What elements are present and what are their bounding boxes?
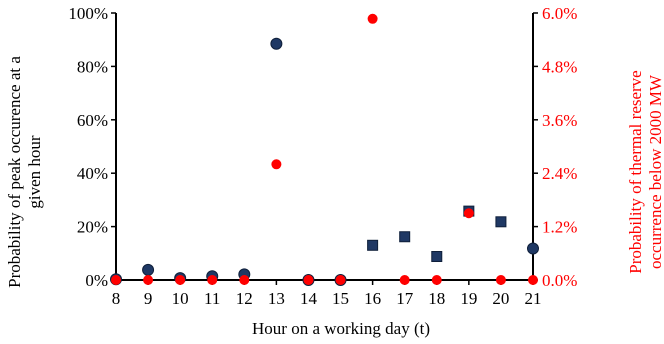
thermal-reserve-point: [239, 275, 250, 285]
x-tick-label: 20: [492, 289, 509, 308]
left-tick-label: 20%: [77, 218, 108, 237]
right-axis-title: Probability of thermal reserve occurrenc…: [626, 70, 664, 273]
peak-probability-point: [142, 263, 155, 276]
right-tick-label: 3.6%: [542, 111, 577, 130]
thermal-reserve-point: [143, 275, 154, 285]
peak-probability-point: [399, 231, 411, 243]
x-tick-label: 9: [144, 289, 153, 308]
right-tick-label: 4.8%: [542, 57, 577, 76]
thermal-reserve-point: [399, 275, 410, 285]
right-axis-title-line2: occurrence below 2000 MW: [646, 74, 664, 269]
x-tick-label: 13: [268, 289, 285, 308]
x-tick-label: 16: [364, 289, 381, 308]
thermal-reserve-point: [528, 275, 538, 285]
right-axis-title-line1: Probability of thermal reserve: [626, 70, 645, 273]
left-axis-title-line1: Probability of peak occurence at a: [5, 56, 24, 288]
left-tick-label: 80%: [77, 57, 108, 76]
peak-probability-point: [495, 216, 507, 228]
x-tick-label: 17: [396, 289, 414, 308]
x-tick-label: 10: [172, 289, 189, 308]
thermal-reserve-point: [207, 275, 218, 285]
thermal-reserve-point: [335, 275, 346, 285]
thermal-reserve-point: [175, 275, 186, 285]
right-tick-label: 6.0%: [542, 4, 577, 23]
left-axis-title-line2: given hour: [25, 135, 44, 209]
peak-probability-point: [270, 37, 283, 50]
left-tick-label: 40%: [77, 164, 108, 183]
thermal-reserve-point: [431, 275, 442, 285]
thermal-reserve-point: [111, 275, 121, 285]
left-tick-label: 60%: [77, 111, 108, 130]
left-tick-label: 0%: [85, 271, 108, 290]
x-tick-label: 19: [460, 289, 477, 308]
x-tick-label: 8: [112, 289, 121, 308]
x-tick-label: 12: [236, 289, 253, 308]
x-tick-label: 21: [525, 289, 542, 308]
x-tick-label: 14: [300, 289, 318, 308]
ticks-layer: 0% 20% 40% 60% 80% 100% 0.0% 1.2% 2.4% 3.6% 4.8% 6.…: [68, 4, 577, 308]
axes-layer: [115, 13, 534, 281]
points-layer: [110, 13, 539, 286]
thermal-reserve-point: [463, 208, 474, 219]
left-axis-title: Probability of peak occurence at a given…: [5, 56, 44, 288]
thermal-reserve-point: [367, 13, 378, 24]
thermal-reserve-point: [495, 275, 506, 285]
x-tick-label: 18: [428, 289, 445, 308]
peak-probability-point: [527, 242, 539, 255]
thermal-reserve-point: [271, 159, 282, 170]
right-tick-label: 0.0%: [542, 271, 577, 290]
peak-probability-point: [431, 251, 443, 263]
thermal-reserve-point: [303, 275, 314, 285]
left-tick-label: 100%: [68, 4, 108, 23]
peak-probability-point: [367, 239, 379, 251]
x-axis-title: Hour on a working day (t): [252, 319, 430, 338]
x-tick-label: 15: [332, 289, 349, 308]
right-tick-label: 2.4%: [542, 164, 577, 183]
x-tick-label: 11: [204, 289, 220, 308]
right-tick-label: 1.2%: [542, 218, 577, 237]
